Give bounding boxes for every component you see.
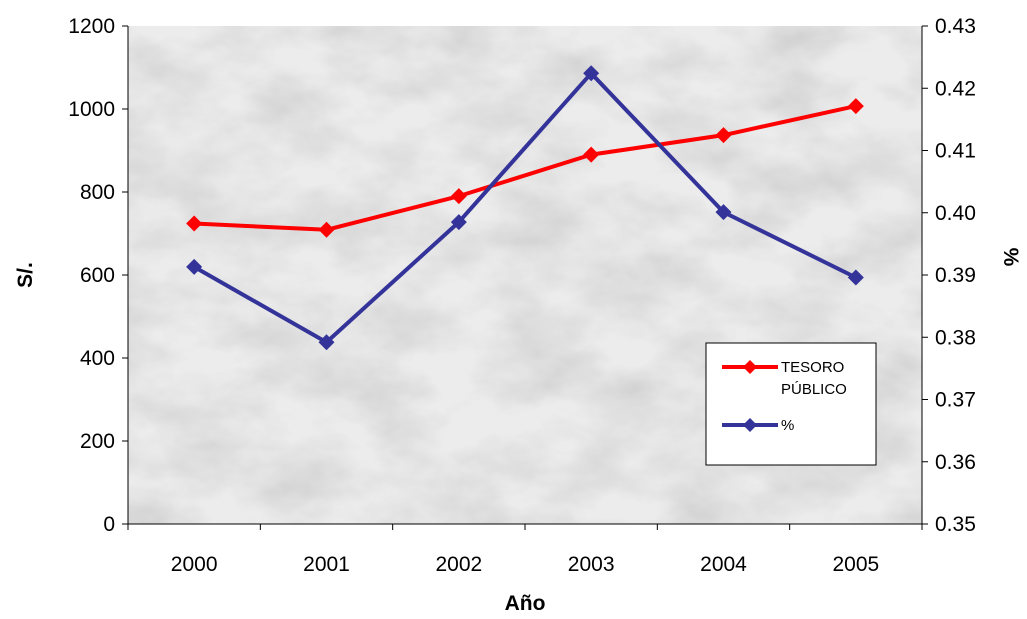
- legend-swatch-marker-0: [743, 360, 757, 374]
- series-point-0: [450, 188, 467, 205]
- y-right-tick-label: 0.42: [935, 77, 976, 100]
- series-point-0: [186, 215, 203, 232]
- legend-swatch-marker-1: [743, 418, 757, 432]
- series-point-0: [847, 98, 864, 115]
- y-right-tick-label: 0.41: [935, 140, 976, 163]
- y-axis-left-title: S/.: [14, 262, 37, 288]
- series-line-0: [194, 104, 857, 232]
- y-right-tick-label: 0.40: [935, 202, 976, 225]
- legend-box: [705, 342, 877, 466]
- y-axis-right-title: %: [999, 248, 1022, 267]
- legend-label: PÚBLICO: [781, 381, 847, 398]
- series-line-1: [193, 71, 857, 345]
- y-right-tick-label: 0.37: [935, 389, 976, 412]
- legend-label: TESORO: [781, 359, 844, 376]
- y-left-tick-label: 0: [103, 513, 115, 536]
- y-axis-right-ticks: 0.35 0.36 0.37 0.38 0.39 0.40 0.41 0.42 0.43: [922, 15, 976, 536]
- y-right-tick-label: 0.43: [935, 15, 976, 38]
- series-point-1: [318, 334, 335, 351]
- series-point-1: [715, 204, 732, 221]
- x-tick-label: 2002: [435, 553, 482, 576]
- series-point-0: [318, 221, 335, 238]
- y-right-tick-label: 0.39: [935, 264, 976, 287]
- y-right-tick-label: 0.35: [935, 513, 976, 536]
- series-layer: [186, 65, 864, 351]
- x-axis-title: Año: [505, 592, 546, 615]
- series-point-0: [583, 146, 600, 163]
- series-point-1: [847, 269, 864, 286]
- y-left-tick-label: 400: [80, 347, 115, 370]
- series-point-1: [186, 258, 203, 275]
- x-tick-label: 2000: [171, 553, 218, 576]
- y-right-tick-label: 0.36: [935, 451, 976, 474]
- y-right-tick-label: 0.38: [935, 326, 976, 349]
- legend-label: %: [781, 417, 794, 434]
- y-left-tick-label: 600: [80, 264, 115, 287]
- y-left-tick-label: 200: [80, 430, 115, 453]
- y-left-tick-label: 800: [80, 181, 115, 204]
- series-point-0: [715, 127, 732, 144]
- y-left-tick-label: 1200: [68, 15, 115, 38]
- x-tick-label: 2003: [568, 553, 615, 576]
- plot-area: [128, 26, 922, 524]
- x-axis-ticks: 2000 2001 2002 2003 2004 2005: [127, 524, 923, 576]
- x-tick-label: 2004: [700, 553, 747, 576]
- y-left-tick-label: 1000: [68, 98, 115, 121]
- x-tick-label: 2001: [303, 553, 350, 576]
- x-tick-label: 2005: [832, 553, 879, 576]
- series-point-1: [583, 65, 600, 82]
- series-point-1: [450, 214, 467, 231]
- y-axis-left-ticks: 0 200 400 600 800 1000 1200: [68, 15, 128, 536]
- legend: TESORO PÚBLICO%: [705, 342, 877, 466]
